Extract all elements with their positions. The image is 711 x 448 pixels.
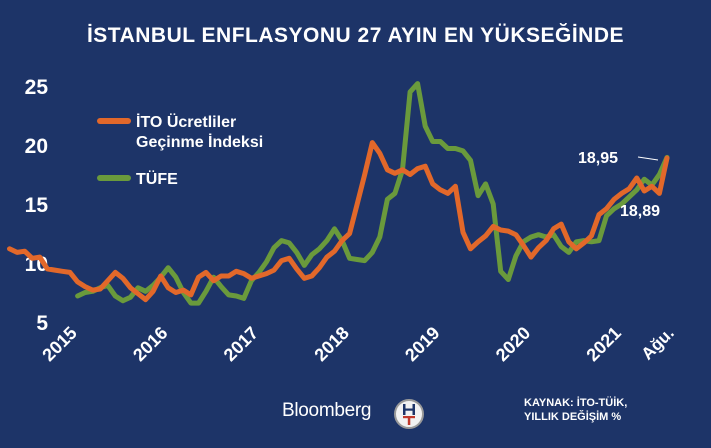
legend: İTO Ücretliler Geçinme İndeksi TÜFE — [97, 112, 263, 188]
x-tick-label: 2020 — [492, 323, 534, 365]
x-tick-label: 2017 — [220, 323, 262, 365]
source-line-1: KAYNAK: İTO-TÜİK, — [524, 397, 628, 409]
annotation-ito-last: 18,89 — [620, 203, 660, 220]
annotation-leader — [637, 156, 659, 161]
y-tick-label: 25 — [25, 76, 49, 99]
x-tick-label: 2018 — [310, 323, 352, 365]
legend-ito-label-line1: İTO Ücretliler — [136, 112, 236, 131]
annotations: 18,95 18,89 — [578, 150, 660, 220]
series-layer — [7, 81, 670, 306]
x-tick-label: 2019 — [401, 323, 443, 365]
ht-logo-icon — [394, 399, 424, 429]
legend-ito-label-line2: Geçinme İndeksi — [136, 133, 263, 151]
series-tufe-line — [75, 81, 670, 306]
y-tick-label: 5 — [36, 312, 48, 335]
chart-title: İSTANBUL ENFLASYONU 27 AYIN EN YÜKSEĞİND… — [86, 24, 625, 47]
x-tick-label: 2016 — [129, 323, 171, 365]
x-tick-label: Ağu. — [638, 323, 678, 363]
source-line-2: YILLIK DEĞİŞİM % — [524, 411, 622, 423]
bloomberg-logo: Bloomberg — [282, 400, 372, 421]
series-ito-line — [7, 140, 670, 303]
x-axis-ticks: 2015 2016 2017 2018 2019 2020 2021 Ağu. — [38, 323, 677, 365]
legend-tufe-label: TÜFE — [136, 169, 178, 188]
x-tick-label: 2021 — [582, 323, 624, 365]
y-tick-label: 15 — [25, 194, 49, 217]
annotation-tufe-last: 18,95 — [578, 150, 618, 167]
y-tick-label: 20 — [25, 135, 48, 158]
source-note: KAYNAK: İTO-TÜİK, YILLIK DEĞİŞİM % — [524, 396, 627, 424]
